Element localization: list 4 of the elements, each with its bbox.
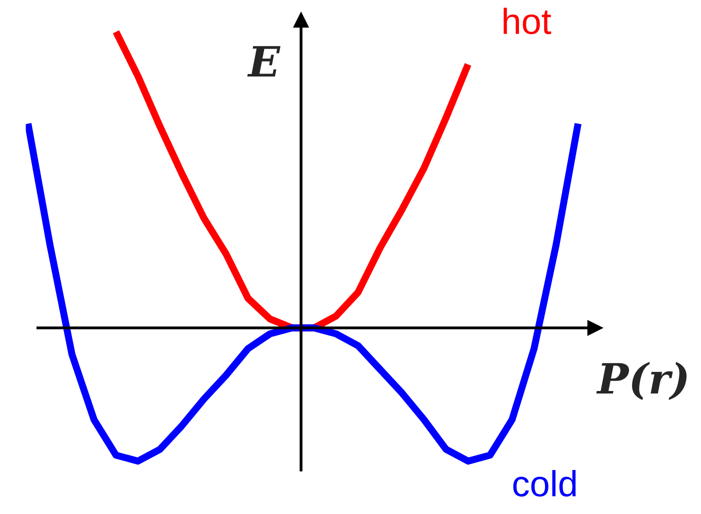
x-axis-title: P(r) (596, 362, 687, 400)
series-label: cold (513, 470, 576, 497)
series-label: hot (504, 8, 552, 34)
y-axis-title: E (247, 46, 280, 76)
